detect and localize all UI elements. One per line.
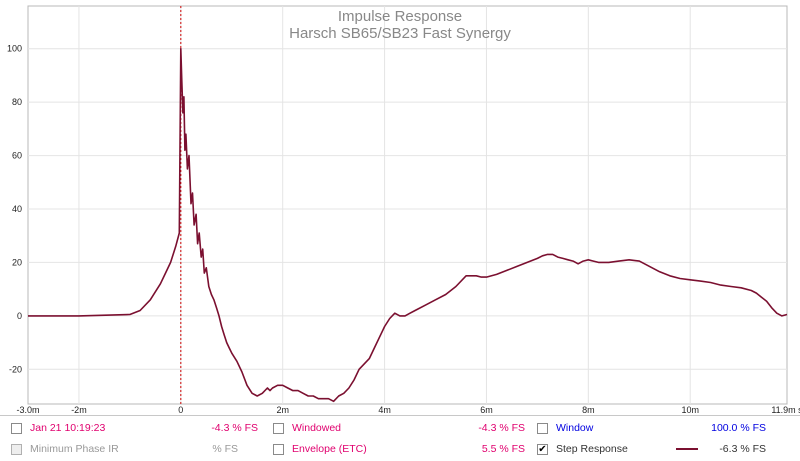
window-value: 100.0 % FS [711, 422, 766, 434]
x-tick-label: 0 [178, 405, 183, 415]
y-tick-label: -20 [9, 364, 22, 374]
window-checkbox[interactable] [537, 423, 548, 434]
x-tick-label: 2m [276, 405, 289, 415]
minimum-phase-value: % FS [212, 443, 238, 455]
chart-title: Impulse Response [337, 8, 463, 25]
axis-layer: -20 0 20 40 60 80 100 -3.0m -2m 0 2m 4m 6m 8m 10m 11.9m… [7, 44, 800, 415]
y-tick-label: 80 [12, 97, 22, 107]
legend-row-2: Minimum Phase IR % FS Envelope (ETC) 5.5… [0, 439, 800, 461]
grid-layer [27, 5, 788, 405]
x-tick-label: 8m [582, 405, 595, 415]
trace-layer [28, 47, 788, 403]
envelope-label: Envelope (ETC) [292, 443, 367, 455]
x-tick-label: 6m [480, 405, 493, 415]
step-response-label: Step Response [556, 443, 628, 455]
chart-subtitle: Harsch SB65/SB23 Fast Synergy [289, 25, 511, 42]
y-tick-label: 40 [12, 204, 22, 214]
y-tick-label: 0 [17, 311, 22, 321]
y-tick-label: 60 [12, 151, 22, 161]
y-tick-label: 20 [12, 257, 22, 267]
window-label: Window [556, 422, 594, 434]
x-tick-label: 4m [378, 405, 391, 415]
step-response-value: -6.3 % FS [719, 443, 766, 455]
x-tick-label: 10m [681, 405, 699, 415]
legend-item-step-response[interactable]: ✔ Step Response -6.3 % FS [534, 439, 796, 459]
legend-row-1: Jan 21 10:19:23 -4.3 % FS Windowed -4.3 … [0, 418, 800, 440]
measurement-label: Jan 21 10:19:23 [30, 422, 106, 434]
x-tick-label: -2m [71, 405, 87, 415]
envelope-checkbox[interactable] [273, 444, 284, 455]
minimum-phase-label: Minimum Phase IR [30, 443, 119, 455]
x-tick-label: 11.9m s [771, 405, 800, 415]
legend-item-measurement[interactable]: Jan 21 10:19:23 -4.3 % FS [8, 418, 258, 438]
legend-item-window[interactable]: Window 100.0 % FS [534, 418, 796, 438]
step-response-swatch [676, 448, 698, 450]
measurement-checkbox[interactable] [11, 423, 22, 434]
windowed-label: Windowed [292, 422, 342, 434]
plot-frame [27, 5, 788, 405]
step-response-line [28, 47, 788, 403]
measurement-value: -4.3 % FS [211, 422, 258, 434]
step-response-checkbox[interactable]: ✔ [537, 444, 548, 455]
legend-item-envelope[interactable]: Envelope (ETC) 5.5 % FS [270, 439, 525, 459]
legend-item-minimum-phase: Minimum Phase IR % FS [8, 439, 258, 459]
legend-item-windowed[interactable]: Windowed -4.3 % FS [270, 418, 525, 438]
minimum-phase-checkbox [11, 444, 22, 455]
y-tick-label: 100 [7, 44, 22, 54]
windowed-checkbox[interactable] [273, 423, 284, 434]
legend-panel: Jan 21 10:19:23 -4.3 % FS Windowed -4.3 … [0, 415, 800, 461]
chart-svg: -20 0 20 40 60 80 100 -3.0m -2m 0 2m 4m 6m 8m 10m 11.9m… [7, 5, 800, 415]
x-tick-label: -3.0m [16, 405, 39, 415]
windowed-value: -4.3 % FS [478, 422, 525, 434]
envelope-value: 5.5 % FS [481, 443, 525, 455]
plot-area[interactable]: -20 0 20 40 60 80 100 -3.0m -2m 0 2m 4m 6m 8m 10m 11.9m… [0, 0, 800, 415]
